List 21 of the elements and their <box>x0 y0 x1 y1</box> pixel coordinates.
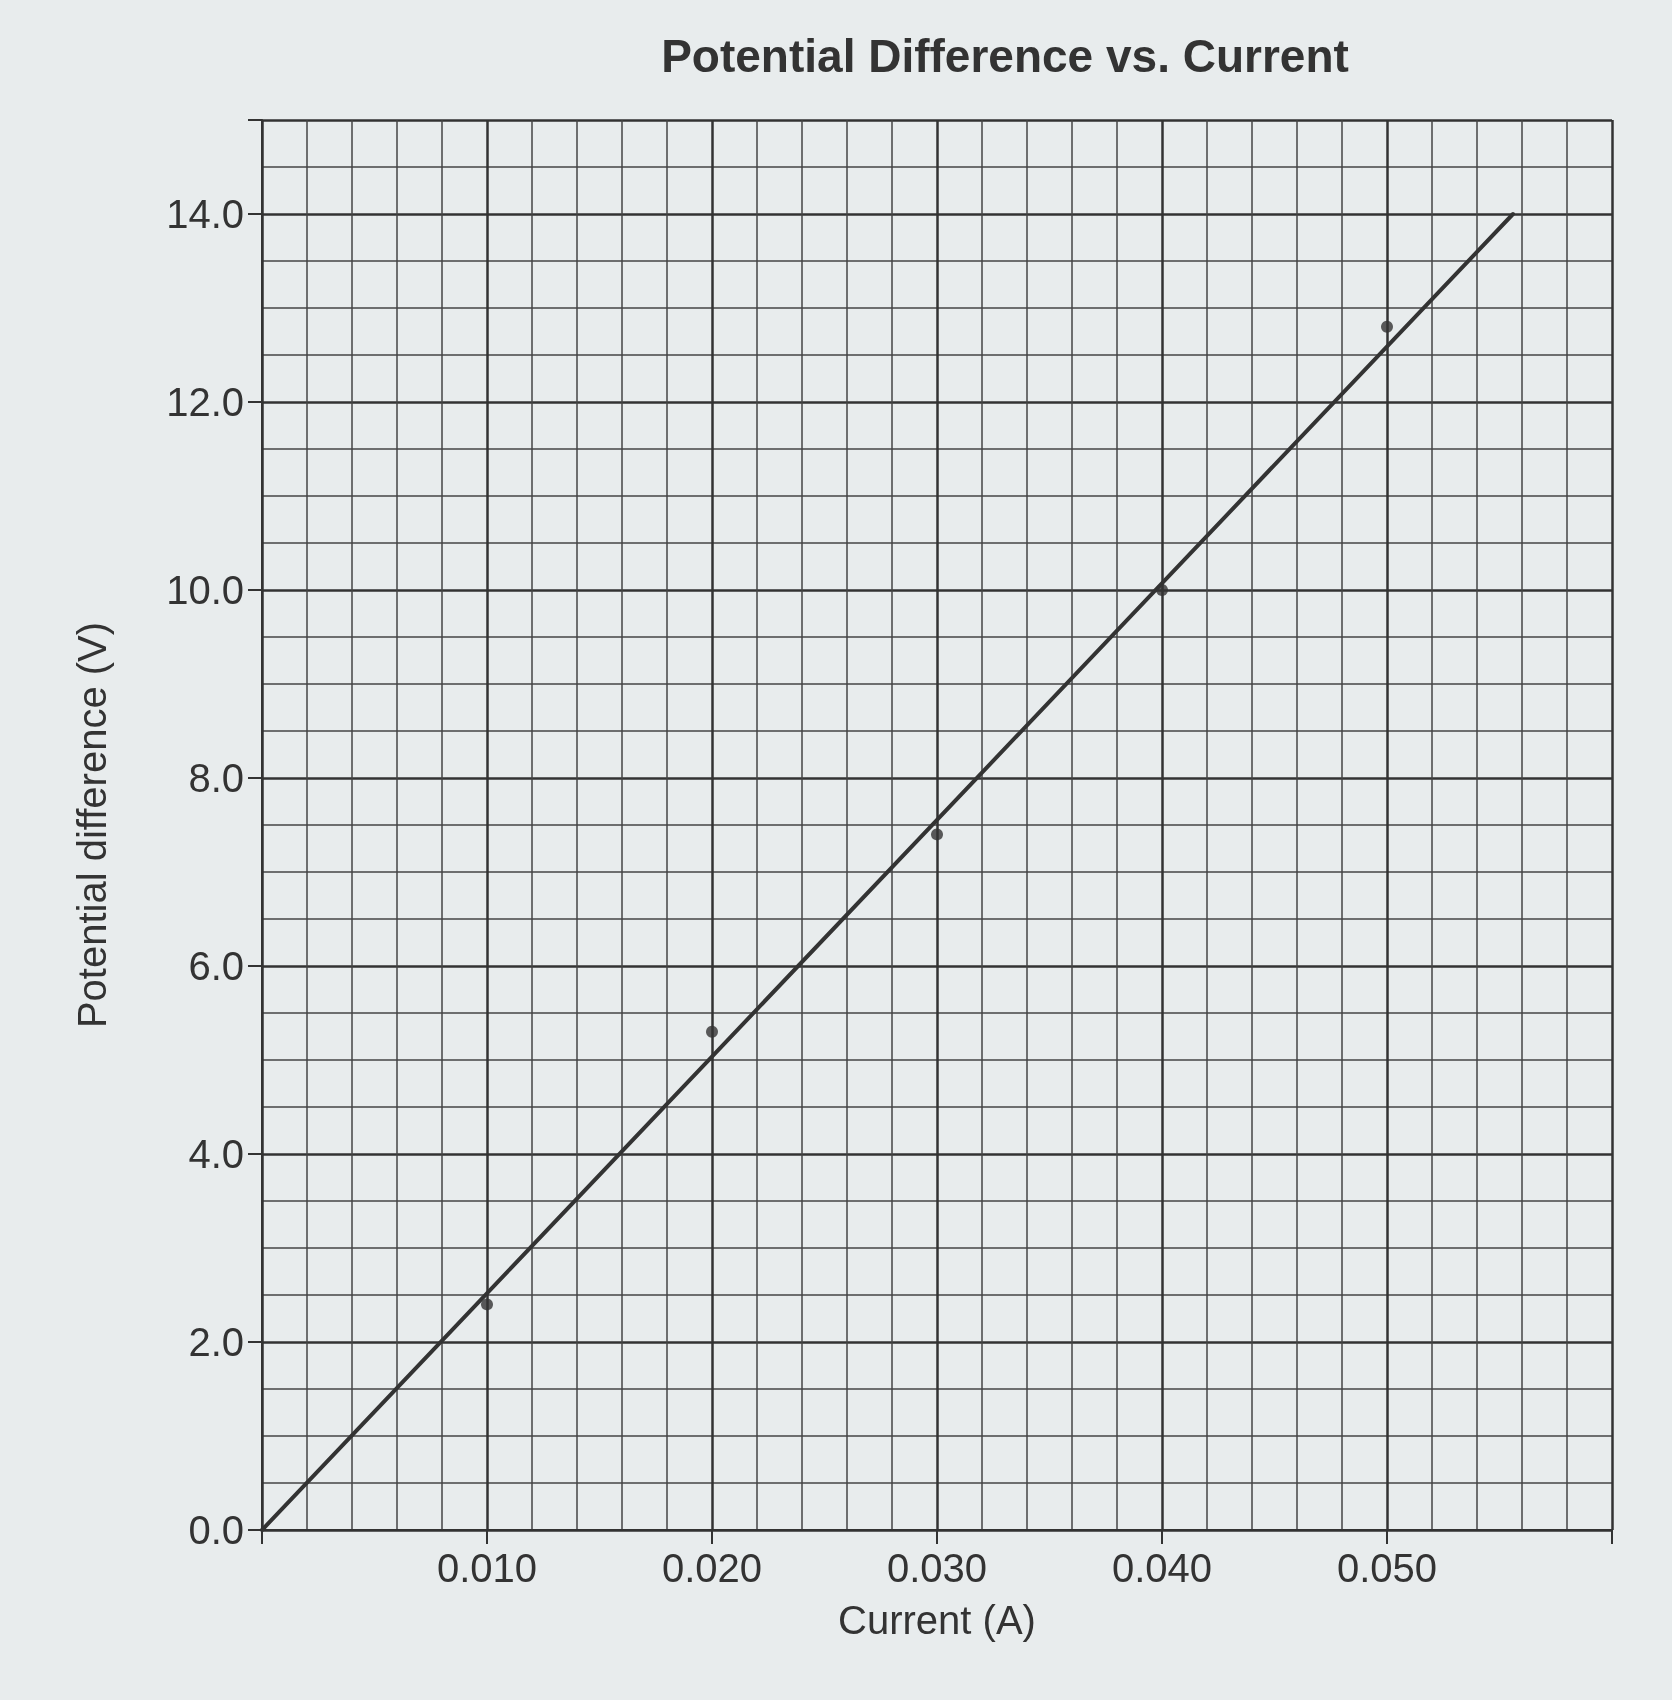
x-axis-title: Current (A) <box>838 1598 1036 1642</box>
x-tick-label: 0.050 <box>1336 1546 1438 1590</box>
y-tick-label: 4.0 <box>188 1132 244 1176</box>
x-tick-label: 0.020 <box>661 1546 763 1590</box>
point <box>481 1298 493 1311</box>
point <box>1381 320 1393 333</box>
y-tick-label: 14.0 <box>166 192 244 236</box>
x-tick-label: 0.010 <box>436 1546 538 1590</box>
point <box>706 1025 718 1038</box>
y-tick-label: 8.0 <box>188 756 244 800</box>
x-tick-label: 0.030 <box>886 1546 988 1590</box>
y-tick-label: 12.0 <box>166 380 244 424</box>
point <box>1156 584 1168 596</box>
chart-title: Potential Difference vs. Current <box>661 30 1349 82</box>
y-tick-label: 10.0 <box>166 568 244 612</box>
y-tick-label: 2.0 <box>188 1320 244 1364</box>
y-axis-title: Potential difference (V) <box>70 621 114 1029</box>
point <box>931 828 943 841</box>
y-tick-label: 0.0 <box>188 1508 244 1552</box>
x-tick-label: 0.040 <box>1111 1546 1213 1590</box>
y-tick-label: 6.0 <box>188 944 244 988</box>
